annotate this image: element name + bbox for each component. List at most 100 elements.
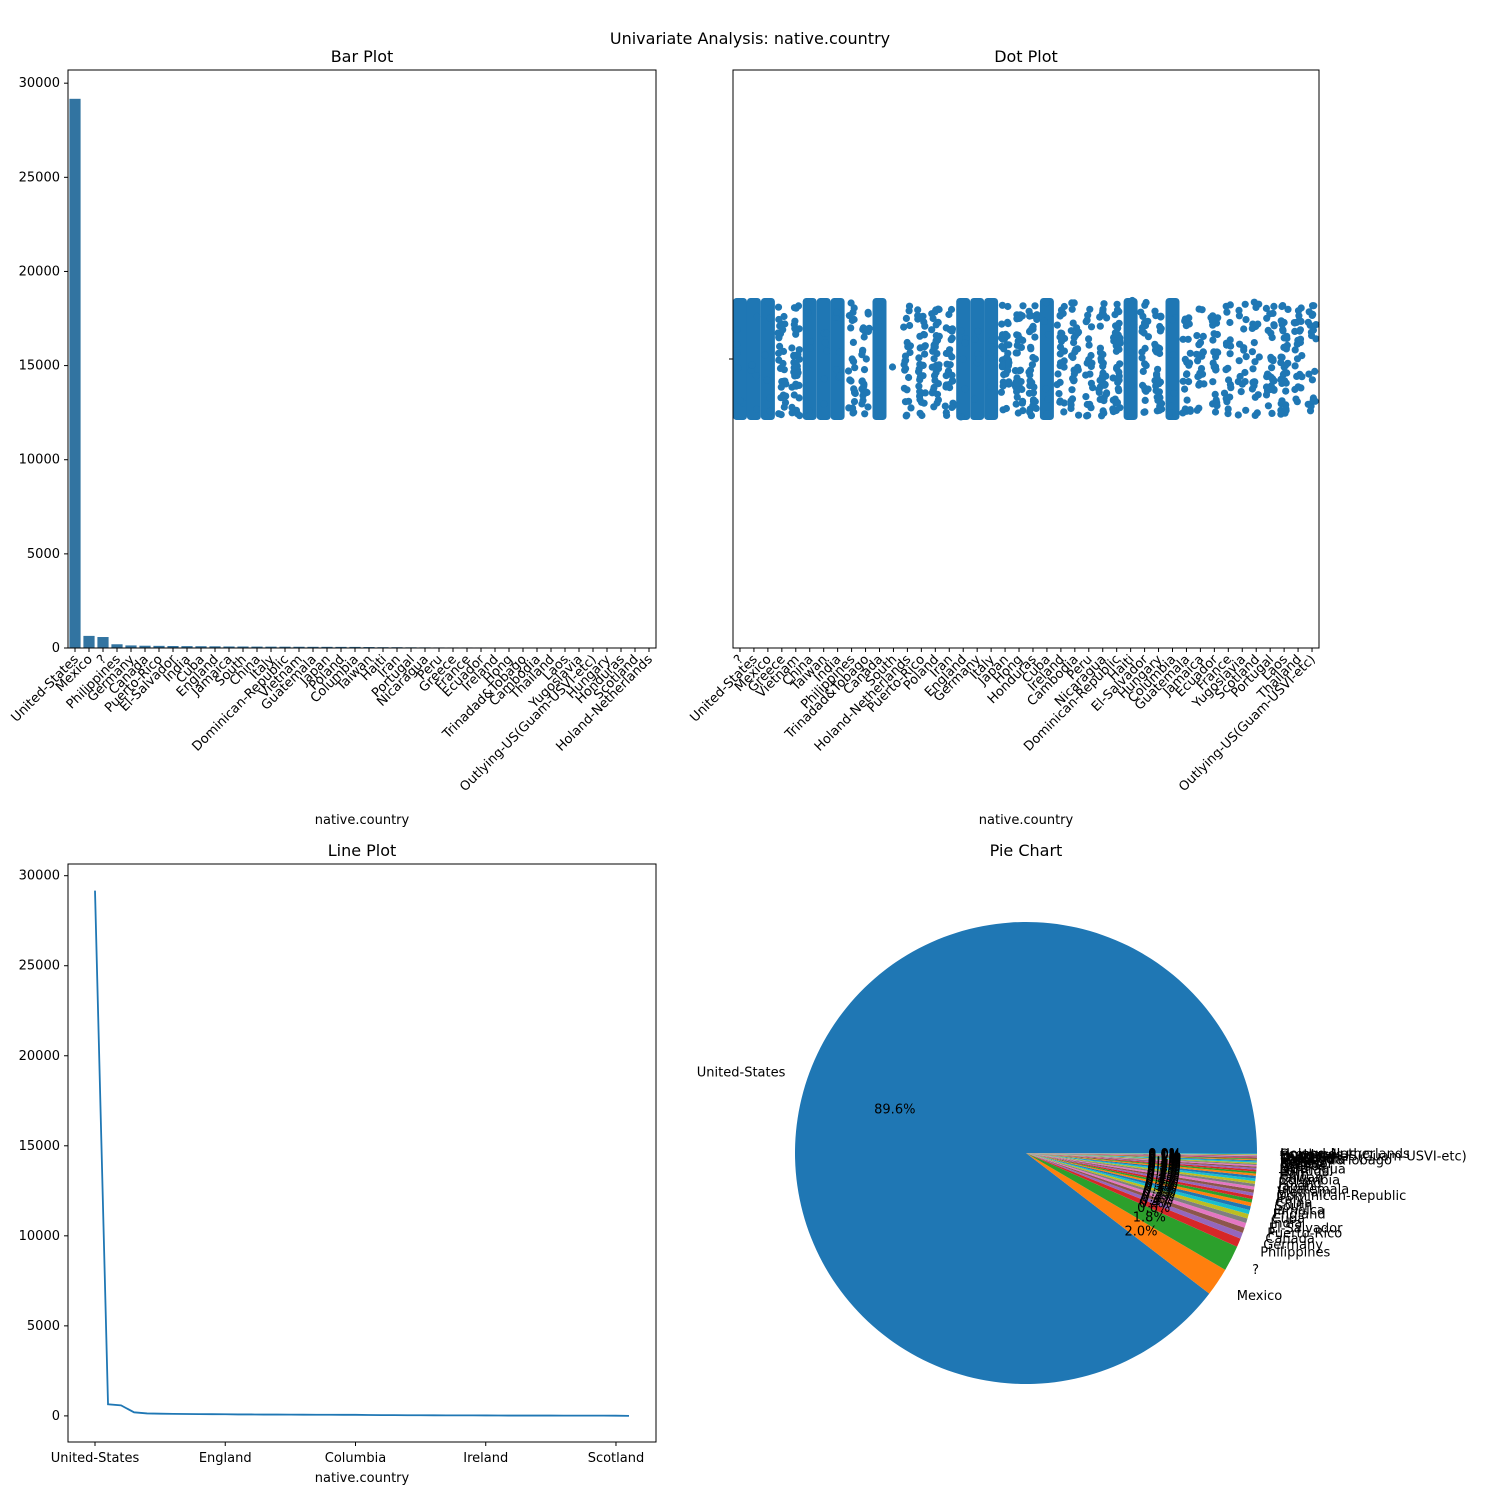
pie-percent-label: 0.1% (1148, 1150, 1181, 1165)
pie-slice-columbia (1026, 1153, 1256, 1179)
dot-point (1013, 388, 1021, 396)
dot-point (942, 372, 950, 380)
dot-column-germany (970, 298, 985, 420)
dot-point (860, 333, 868, 341)
dot-point (1305, 370, 1313, 378)
dot-point (1013, 393, 1021, 401)
dot-point (820, 375, 829, 383)
dot-point (934, 396, 943, 404)
dot-point (948, 327, 956, 335)
dot-point (1013, 341, 1021, 349)
pie-percent-label: 0.0% (1148, 1149, 1181, 1164)
dot-point (788, 403, 796, 411)
dot-column-jamaica (1192, 305, 1208, 414)
pie-label: Dominican-Republic (1277, 1189, 1407, 1204)
dot-point (862, 355, 870, 363)
dot-point (1312, 335, 1320, 343)
dot-point (849, 308, 857, 316)
dot-point (987, 382, 995, 391)
pie-label: Portugal (1280, 1165, 1334, 1180)
dot-point (998, 361, 1007, 369)
dot-point (1282, 345, 1290, 353)
dot-point (1213, 348, 1221, 356)
dot-point (1053, 381, 1061, 389)
dot-point (796, 412, 804, 420)
dot-point (942, 409, 950, 417)
pie-label: France (1280, 1158, 1323, 1173)
dot-point (1003, 353, 1011, 361)
dot-point (1056, 333, 1064, 341)
dot-point (1019, 397, 1027, 405)
dot-plot: ?United-StatesMexicoGreeceVietnamChinaTa… (688, 47, 1320, 828)
dot-point (1291, 327, 1299, 335)
dot-point (775, 333, 783, 341)
pie-slice-unknown (1026, 1153, 1238, 1270)
dot-point (1295, 312, 1303, 320)
dot-point (1005, 341, 1013, 349)
dot-point (1184, 335, 1192, 343)
pie-label: United-States (697, 1065, 786, 1080)
dot-column-laos (1277, 302, 1292, 418)
dot-point (806, 344, 814, 352)
dot-point (1226, 318, 1234, 327)
dot-point (877, 412, 885, 420)
pie-label: Greece (1280, 1160, 1326, 1175)
dot-point (1074, 363, 1082, 371)
dot-point (766, 314, 774, 322)
dot-point (753, 312, 761, 321)
dot-point (1060, 363, 1068, 371)
dot-point (1312, 321, 1320, 329)
dot-point (1130, 320, 1138, 328)
dot-point (1297, 317, 1305, 325)
pie-percent-label: 0.1% (1148, 1158, 1181, 1173)
dot-point (1304, 318, 1312, 326)
bar-y-tick-label: 5000 (27, 547, 60, 562)
bar-united-states (69, 98, 81, 648)
dot-column-thailand (1290, 304, 1306, 406)
dot-column-cambodia (1067, 299, 1083, 419)
dot-point (1069, 319, 1077, 327)
dot-point (1238, 380, 1246, 388)
dot-point (792, 304, 800, 312)
dot-point (752, 372, 761, 380)
dot-point (734, 364, 742, 372)
dot-point (1099, 362, 1107, 370)
dot-point (1209, 312, 1217, 320)
line-y-tick-label: 15000 (19, 1139, 60, 1154)
pie-percent-label: 0.4% (1140, 1193, 1173, 1208)
dot-point (1056, 397, 1064, 405)
dot-point (1026, 382, 1034, 390)
dot-point (916, 409, 924, 417)
dot-point (1220, 389, 1229, 397)
dot-point (1056, 312, 1064, 320)
pie-percent-label: 0.2% (1147, 1163, 1180, 1178)
bar-el-salvador (167, 646, 179, 648)
dot-point (1297, 384, 1305, 392)
pie-label: ? (1252, 1263, 1259, 1278)
pie-label: Hungary (1280, 1149, 1336, 1164)
dot-point (1115, 319, 1123, 327)
dot-point (1083, 400, 1091, 409)
dot-column-hungary (1151, 307, 1166, 415)
bar-columbia (349, 646, 361, 648)
dot-point (804, 309, 812, 317)
dot-column-peru (1082, 305, 1097, 420)
dot-column-italy (984, 298, 999, 420)
dot-point (1029, 396, 1038, 404)
pie-percent-label: 0.0% (1148, 1147, 1181, 1162)
dot-point (920, 331, 929, 339)
pie-percent-label: 0.3% (1143, 1183, 1176, 1198)
pie-slice-philippines (1026, 1153, 1241, 1247)
dot-point (777, 383, 785, 391)
dot-point (1309, 310, 1317, 318)
dot-point (1156, 394, 1164, 402)
dot-point (1067, 327, 1075, 335)
dot-column-england (956, 298, 971, 421)
line-x-tick-label: Columbia (325, 1451, 386, 1466)
dot-point (1156, 349, 1164, 358)
dot-point (1224, 364, 1232, 372)
dot-point (1095, 386, 1103, 394)
dot-point (1044, 331, 1053, 339)
dot-point (921, 350, 929, 358)
dot-point (1211, 363, 1220, 371)
